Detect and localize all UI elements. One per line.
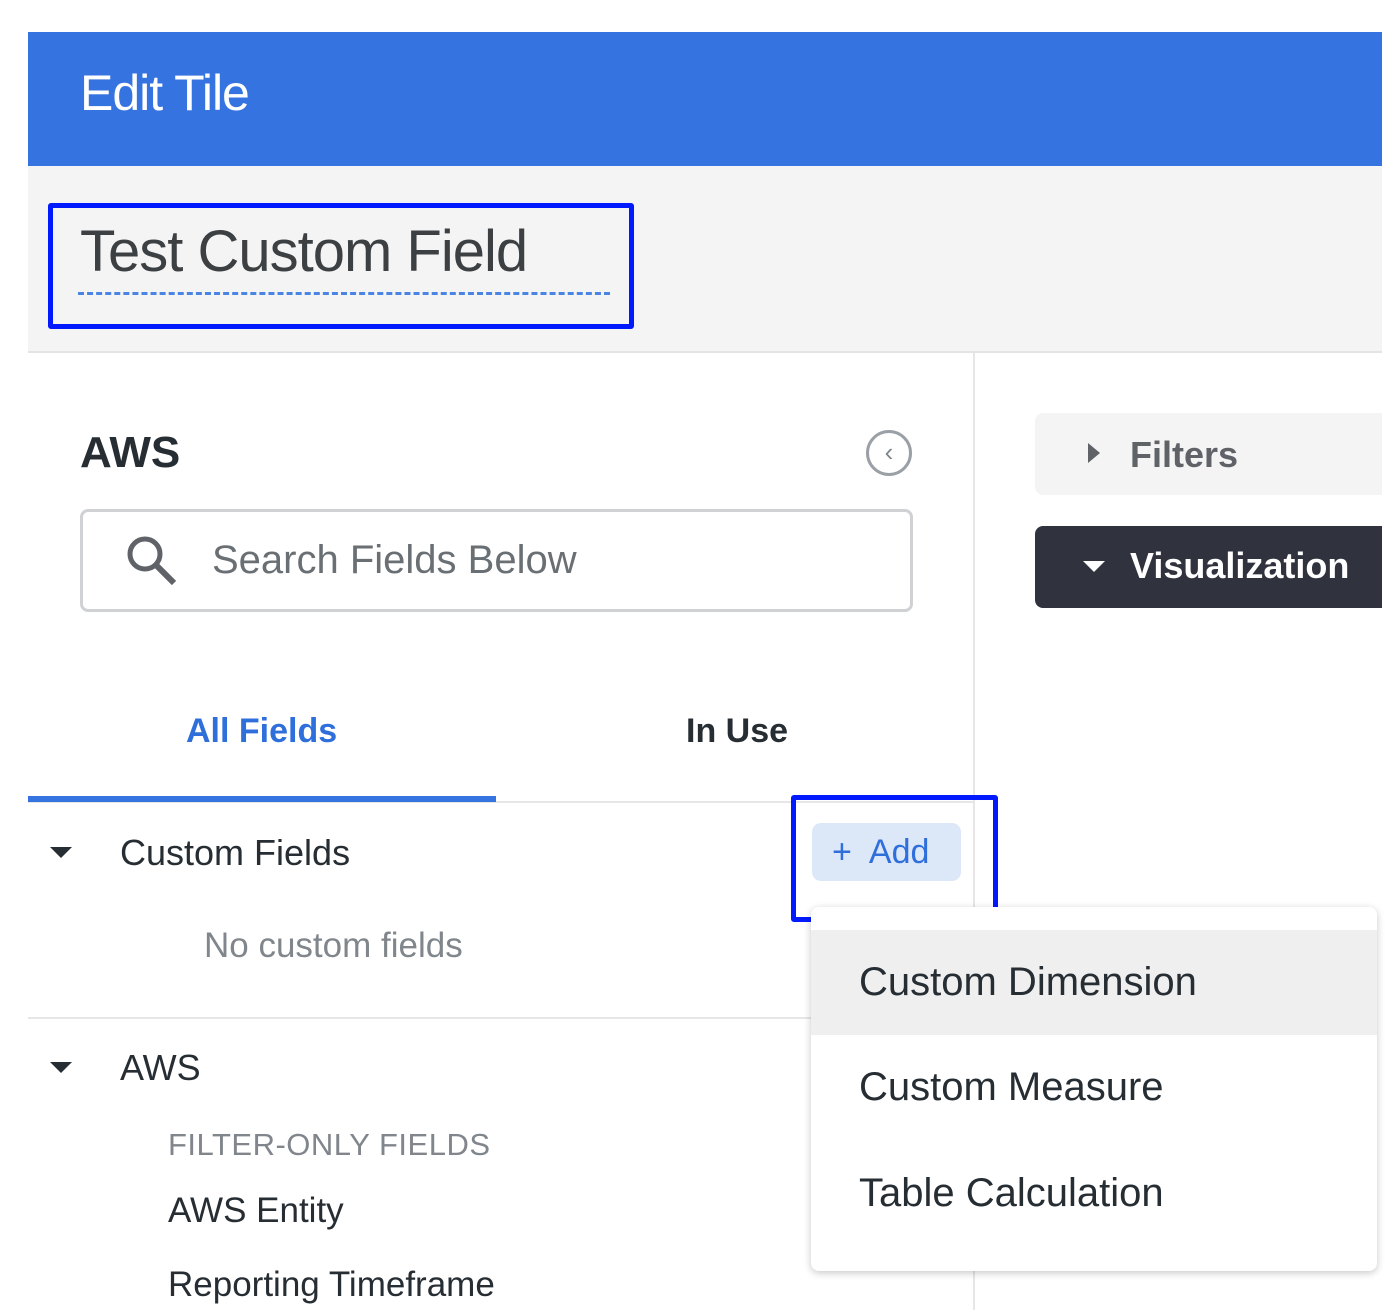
add-custom-field-button[interactable]: + Add bbox=[812, 823, 961, 881]
section-custom-fields[interactable]: Custom Fields bbox=[120, 832, 351, 873]
menu-item-custom-dimension[interactable]: Custom Dimension bbox=[811, 930, 1377, 1035]
plus-icon: + bbox=[832, 833, 852, 871]
section-aws[interactable]: AWS bbox=[120, 1047, 201, 1088]
section-divider bbox=[28, 1017, 974, 1019]
search-icon bbox=[127, 536, 177, 586]
add-dropdown-menu: Custom Dimension Custom Measure Table Ca… bbox=[811, 907, 1377, 1271]
header-title: Edit Tile bbox=[80, 65, 250, 121]
search-input[interactable] bbox=[80, 509, 913, 612]
add-label: Add bbox=[868, 833, 930, 871]
caret-down-icon[interactable] bbox=[50, 1062, 72, 1073]
group-label: FILTER-ONLY FIELDS bbox=[168, 1127, 491, 1162]
explore-name: AWS bbox=[80, 428, 181, 477]
header-bar bbox=[28, 32, 1382, 166]
menu-item-table-calculation[interactable]: Table Calculation bbox=[859, 1171, 1164, 1215]
active-tab-indicator bbox=[28, 796, 496, 802]
visualization-label: Visualization bbox=[1130, 545, 1350, 586]
caret-down-icon[interactable] bbox=[50, 847, 72, 858]
filters-label: Filters bbox=[1130, 434, 1239, 475]
field-item[interactable]: AWS Entity bbox=[168, 1191, 344, 1230]
annotation-highlight-add bbox=[791, 795, 998, 922]
caret-right-icon bbox=[1088, 443, 1100, 463]
collapse-panel-button[interactable]: ‹ bbox=[866, 430, 912, 476]
menu-item-custom-measure[interactable]: Custom Measure bbox=[859, 1065, 1164, 1109]
chevron-left-icon: ‹ bbox=[884, 437, 894, 467]
tab-all-fields[interactable]: All Fields bbox=[186, 712, 338, 750]
annotation-highlight-title bbox=[48, 203, 634, 329]
tile-title-underline bbox=[78, 292, 610, 295]
search-placeholder: Search Fields Below bbox=[212, 538, 577, 582]
tile-title-bar bbox=[28, 166, 1382, 353]
panel-divider bbox=[973, 353, 975, 1310]
caret-down-icon bbox=[1083, 561, 1105, 572]
field-item[interactable]: Reporting Timeframe bbox=[168, 1265, 495, 1304]
tab-in-use[interactable]: In Use bbox=[686, 712, 789, 750]
tile-title-input[interactable]: Test Custom Field bbox=[80, 219, 528, 284]
tab-divider bbox=[28, 801, 974, 803]
empty-custom-fields: No custom fields bbox=[204, 926, 463, 965]
